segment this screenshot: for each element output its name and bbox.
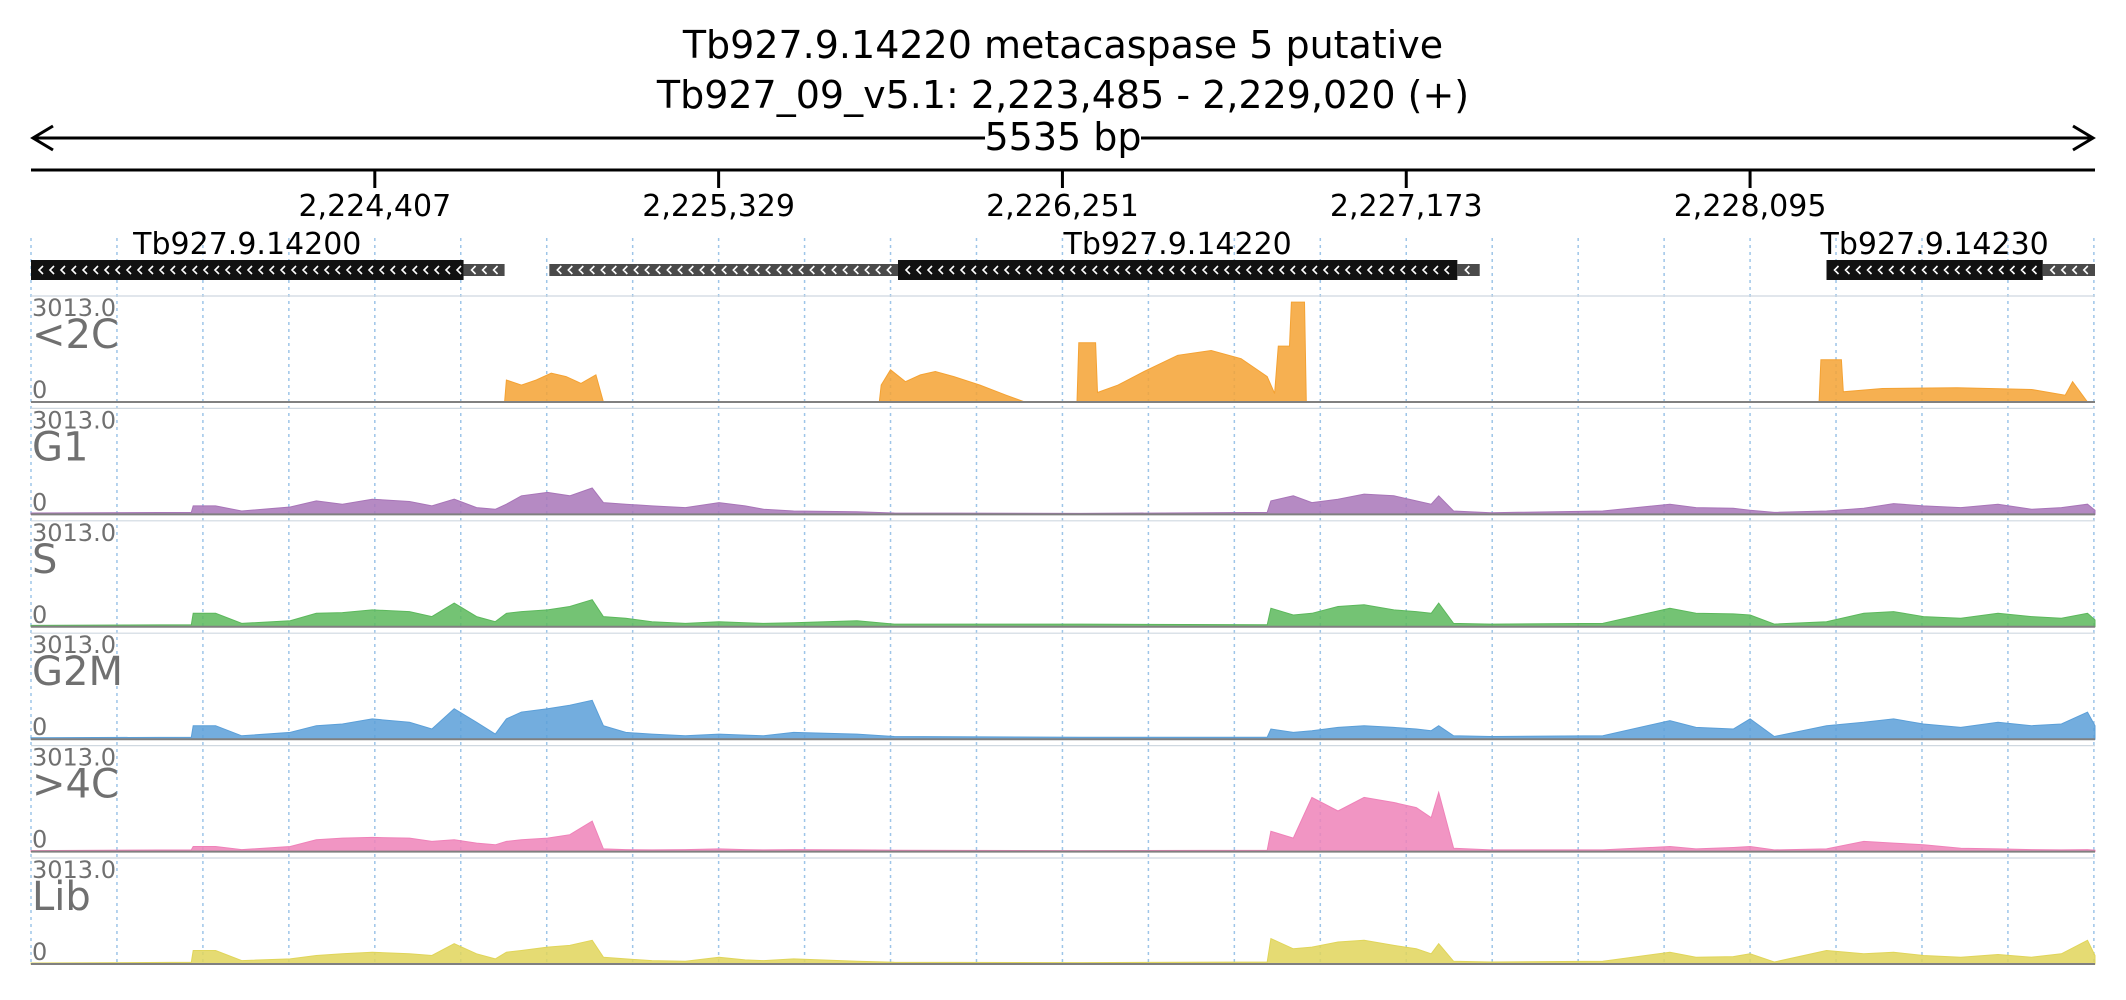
gene-cds-strand (37, 265, 462, 275)
span-indicator (30, 118, 2096, 158)
gene-cds (1826, 260, 2043, 280)
track-max-label: 3013.0 (32, 406, 116, 434)
track-name-label: S (32, 537, 57, 583)
axis-tick-label: 2,225,329 (642, 189, 795, 224)
gene-cds (897, 260, 1458, 280)
chart-subtitle: Tb927_09_v5.1: 2,223,485 - 2,229,020 (+) (656, 73, 1469, 117)
axis-tick-label: 2,224,407 (298, 189, 451, 224)
gene-utr-strand (556, 265, 892, 275)
track-name-label: Lib (32, 874, 91, 920)
gene-label: Tb927.9.14230 (1820, 227, 2049, 262)
gene-utr-strand (1464, 265, 1470, 275)
span-label: 5535 bp (984, 115, 1141, 159)
coverage-area (30, 699, 2096, 740)
span-arrow-left (30, 124, 54, 152)
gene-utr (1457, 264, 1480, 276)
gene-utr-strand (2049, 265, 2089, 275)
gene-utr-strand (470, 265, 499, 275)
axis-tick-label: 2,228,095 (1674, 189, 1827, 224)
axis-tick-label: 2,227,173 (1330, 189, 1483, 224)
axis-tick-label: 2,226,251 (986, 189, 1139, 224)
gene-utr (463, 264, 505, 276)
chart-title: Tb927.9.14220 metacaspase 5 putative (682, 23, 1443, 67)
track-max-label: 3013.0 (32, 744, 116, 772)
gene-label: Tb927.9.14220 (1063, 227, 1292, 262)
track-min-label: 0 (32, 826, 47, 854)
span-label-bg (985, 118, 1141, 158)
track-min-label: 0 (32, 713, 47, 741)
track-max-label: 3013.0 (32, 519, 116, 547)
gene-track: Tb927.9.14200 Tb927.9.14220 Tb927.9.14230 (31, 227, 2095, 280)
gene-utr (2042, 264, 2095, 276)
track-max-label: 3013.0 (32, 294, 116, 322)
gridlines (30, 238, 2095, 962)
gene-cds-strand (1833, 265, 2038, 275)
track-name-label: G2M (32, 649, 123, 695)
track-min-label: 0 (32, 376, 47, 404)
coverage-area (30, 937, 2096, 965)
gene-cds-strand (904, 265, 1450, 275)
track-max-label: 3013.0 (32, 856, 116, 884)
coverage-area (504, 301, 2088, 403)
genome-axis: 2,224,407 2,225,329 2,226,251 2,227,173 2,22… (31, 168, 2095, 224)
track-name-label: <2C (32, 312, 119, 358)
track-min-label: 0 (32, 488, 47, 516)
track-min-label: 0 (32, 601, 47, 629)
track-name-label: >4C (32, 762, 119, 808)
gene-label: Tb927.9.14200 (132, 227, 361, 262)
track-max-label: 3013.0 (32, 631, 116, 659)
coverage-area (30, 599, 2096, 628)
track-name-label: G1 (32, 424, 88, 470)
track-min-label: 0 (32, 938, 47, 966)
span-arrow-right (2072, 124, 2096, 152)
coverage-tracks: 3013.0<2C03013.0G103013.0S03013.0G2M0301… (30, 294, 2096, 966)
